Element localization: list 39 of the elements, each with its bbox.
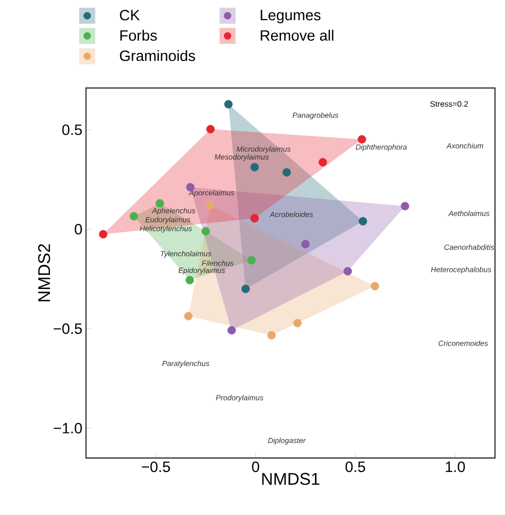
point: [370, 282, 380, 290]
y-tick-label: 0: [74, 224, 82, 235]
y-tick-label: 0.5: [62, 124, 82, 136]
point: [130, 212, 138, 220]
point: [202, 227, 210, 236]
y-tick-label: −0.5: [54, 323, 82, 334]
legend-label: Legumes: [260, 10, 320, 24]
point: [206, 124, 215, 134]
y-tick-label: −1.0: [54, 422, 82, 434]
x-tick-label: −0.5: [142, 462, 170, 472]
point: [358, 135, 366, 144]
point: [156, 199, 164, 208]
legend-label: Graminoids: [120, 50, 196, 62]
point: [186, 276, 194, 284]
point: [227, 326, 236, 334]
x-tick-label: 0: [252, 462, 260, 472]
point: [344, 267, 352, 276]
x-axis-title: NMDS1: [262, 472, 320, 485]
legend-label: CK: [120, 10, 140, 20]
point: [224, 100, 233, 109]
y-axis-title: NMDS2: [38, 244, 50, 302]
point: [250, 162, 259, 172]
point: [282, 168, 291, 177]
x-tick-label: 0.5: [346, 462, 366, 472]
point: [250, 214, 259, 222]
point: [241, 284, 250, 294]
point: [293, 318, 302, 328]
legend-label: Forbs: [120, 30, 157, 41]
point: [206, 201, 215, 210]
point: [184, 312, 193, 320]
x-tick-label: 1.0: [446, 462, 465, 472]
point: [98, 230, 108, 238]
legend-label: Remove all: [260, 30, 334, 41]
point: [318, 158, 328, 166]
point: [358, 217, 368, 226]
point: [301, 240, 310, 248]
point: [267, 331, 276, 340]
point: [247, 256, 256, 264]
point: [400, 202, 410, 210]
